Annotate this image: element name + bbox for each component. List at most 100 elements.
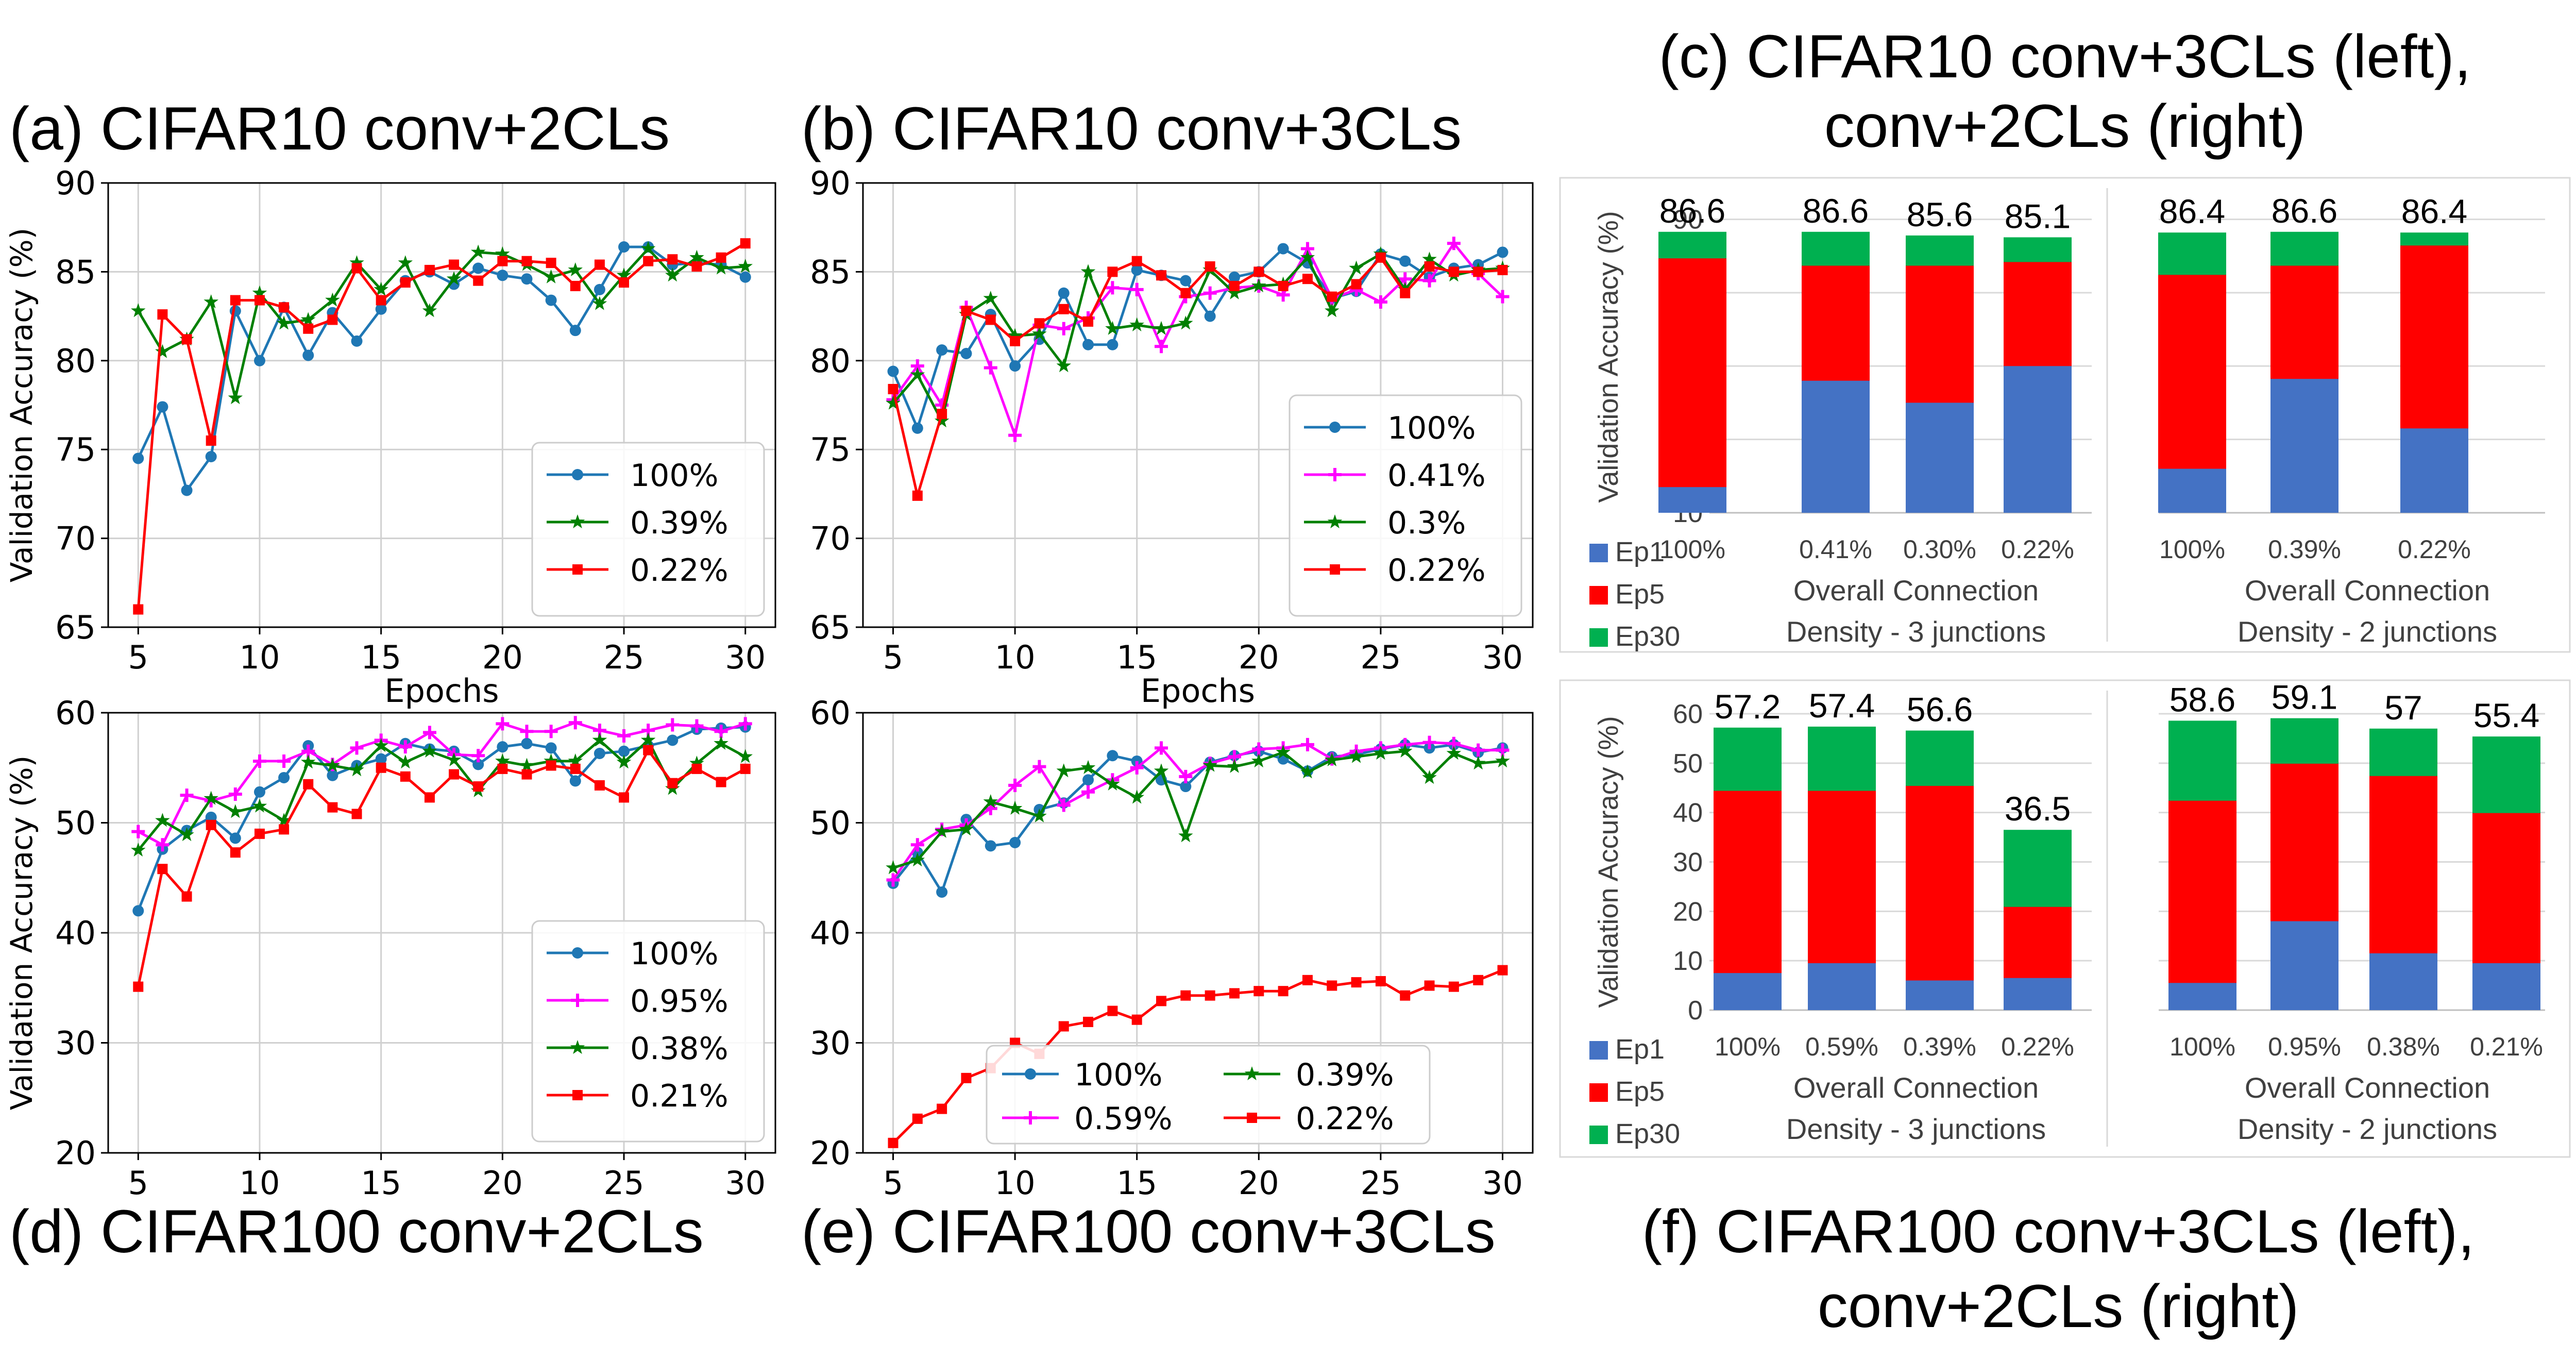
data-point — [961, 306, 972, 316]
data-point — [473, 781, 484, 792]
data-point — [1058, 304, 1069, 314]
data-point — [667, 778, 678, 788]
data-point — [1083, 316, 1094, 327]
data-point — [1179, 769, 1193, 783]
data-point — [424, 264, 435, 275]
data-point — [422, 743, 437, 758]
bar-ep30 — [2158, 232, 2226, 275]
data-point — [1178, 828, 1193, 843]
x-tick-label: 30 — [725, 639, 766, 676]
legend-marker — [1329, 422, 1341, 433]
x-axis-label-line2: Density - 3 junctions — [1786, 1113, 2046, 1145]
data-point — [739, 271, 751, 283]
x-axis-label: Epochs — [1141, 672, 1255, 710]
legend-marker — [572, 469, 583, 480]
legend-label: Ep30 — [1615, 1118, 1680, 1149]
bar-ep30 — [2270, 231, 2338, 266]
y-tick-label: 30 — [55, 1025, 96, 1062]
data-point — [1058, 1021, 1069, 1032]
x-tick-label: 10 — [240, 1164, 280, 1202]
bar-ep5 — [2270, 763, 2338, 922]
category-label: 0.22% — [2398, 535, 2471, 564]
bar-ep30 — [1714, 727, 1782, 791]
data-point — [131, 825, 145, 838]
y-tick-label: 0 — [1688, 996, 1703, 1026]
data-point — [1300, 737, 1314, 751]
data-point — [910, 367, 925, 381]
data-point — [181, 334, 192, 345]
data-point — [424, 792, 435, 803]
data-point — [131, 303, 146, 317]
y-tick-label: 20 — [1673, 897, 1703, 927]
data-point — [472, 759, 484, 770]
data-point — [911, 422, 923, 434]
data-point — [1106, 281, 1120, 295]
x-axis-label-line1: Overall Connection — [1793, 1071, 2039, 1104]
data-point — [545, 742, 557, 754]
legend-marker — [1025, 1068, 1036, 1080]
bar-value-label: 55.4 — [2473, 696, 2539, 734]
data-point — [544, 269, 558, 283]
bar-ep1 — [2472, 963, 2540, 1010]
data-point — [714, 260, 728, 275]
data-point — [1180, 275, 1192, 287]
bar-value-label: 56.6 — [1907, 691, 1973, 729]
data-point — [937, 1103, 947, 1114]
data-point — [1373, 746, 1388, 760]
data-point — [1399, 255, 1411, 267]
data-point — [643, 256, 654, 266]
data-point — [228, 787, 242, 801]
legend-marker — [1328, 468, 1342, 481]
bar-value-label: 57.4 — [1809, 686, 1875, 725]
data-point — [983, 291, 998, 305]
y-tick-label: 50 — [1673, 749, 1703, 779]
data-point — [1251, 278, 1266, 293]
y-tick-label: 85 — [810, 253, 851, 291]
series-line-100% — [892, 743, 1503, 895]
bar-value-label: 57.2 — [1715, 687, 1781, 726]
data-point — [497, 741, 509, 753]
data-point — [888, 1137, 899, 1148]
data-point — [496, 717, 510, 731]
data-point — [592, 732, 607, 747]
bar-ep1 — [1658, 487, 1726, 513]
chart-e-line: 20 30 40 50 60 5 10 15 20 25 30 100% 0.59% 0.39% 0.22% — [810, 694, 1534, 1202]
x-tick-label: 25 — [604, 639, 645, 676]
data-point — [1056, 763, 1071, 778]
y-tick-label: 80 — [810, 342, 851, 380]
data-point — [495, 246, 510, 261]
bar-ep30 — [1906, 730, 1974, 786]
data-point — [374, 281, 388, 296]
data-point — [1349, 260, 1364, 275]
data-point — [570, 280, 581, 291]
y-tick-label: 60 — [810, 694, 851, 732]
data-point — [276, 813, 292, 827]
bar-ep5 — [1714, 790, 1782, 974]
data-point — [497, 763, 508, 774]
data-point — [279, 302, 290, 313]
panel-e-title: (e) CIFAR100 conv+3CLs — [801, 1198, 1496, 1266]
data-point — [132, 905, 144, 917]
bar-ep5 — [1906, 785, 1974, 981]
legend-label: 0.38% — [630, 1031, 728, 1067]
legend-label: 0.21% — [630, 1078, 728, 1114]
bar-ep30 — [1906, 235, 1974, 266]
panel-a-title: (a) CIFAR10 conv+2CLs — [9, 95, 670, 163]
data-point — [1155, 741, 1168, 755]
data-point — [1034, 318, 1045, 329]
x-tick-label: 10 — [995, 1164, 1036, 1202]
legend-label: 0.22% — [630, 552, 728, 589]
data-point — [568, 262, 583, 277]
data-point — [1107, 750, 1118, 762]
data-point — [740, 238, 751, 249]
data-point — [1327, 980, 1337, 991]
bar-ep1 — [1906, 980, 1974, 1010]
data-point — [959, 821, 974, 836]
bar-ep30 — [2270, 718, 2338, 764]
data-point — [1205, 990, 1215, 1001]
data-point — [1010, 335, 1021, 346]
data-point — [1178, 315, 1193, 330]
data-point — [398, 740, 412, 754]
plot-frame — [107, 182, 776, 628]
x-tick-label: 15 — [361, 1164, 401, 1202]
